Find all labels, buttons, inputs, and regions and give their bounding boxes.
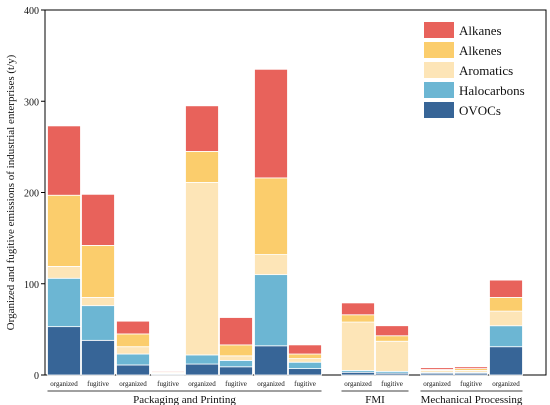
- bar-segment-ovocs: [288, 368, 322, 376]
- bar-segment-alkanes: [454, 366, 488, 370]
- x-category-label: organized: [257, 380, 285, 388]
- bar-segment-alkenes: [489, 297, 523, 312]
- legend-label: Aromatics: [459, 63, 513, 78]
- bar-segment-aromatics: [341, 321, 375, 371]
- bar-segment-aromatics: [116, 346, 150, 355]
- x-category-label: fugitive: [225, 380, 247, 388]
- y-tick-label: 300: [24, 97, 39, 108]
- x-category-label: fugitive: [87, 380, 109, 388]
- legend-label: Alkenes: [459, 43, 502, 58]
- bar-segment-alkenes: [81, 245, 115, 298]
- bar-segment-aromatics: [489, 310, 523, 327]
- bar-segment-halocarbons: [219, 359, 253, 368]
- bar-segment-ovocs: [219, 366, 253, 376]
- bar-segment-ovocs: [185, 363, 219, 376]
- bar-segment-aromatics: [254, 254, 288, 276]
- y-axis-label: Organized and fugitive emissions of indu…: [5, 54, 17, 330]
- bar-segment-halocarbons: [116, 353, 150, 366]
- group-label: FMI: [365, 394, 385, 405]
- x-category-label: fugitive: [460, 380, 482, 388]
- bar-segment-alkanes: [47, 125, 81, 196]
- bar-segment-alkanes: [288, 344, 322, 355]
- bar-segment-alkanes: [185, 105, 219, 152]
- bar-segment-ovocs: [81, 339, 115, 376]
- x-category-label: organized: [423, 380, 451, 388]
- bar-segment-alkanes: [341, 302, 375, 316]
- bar-segment-aromatics: [375, 340, 409, 372]
- legend: Alkanes Alkenes Aromatics Halocarbons OVOCs: [424, 22, 525, 118]
- bar-segment-alkenes: [288, 353, 322, 359]
- bar-segment-halocarbons: [489, 325, 523, 348]
- bar-segment-halocarbons: [288, 361, 322, 370]
- bar-segment-halocarbons: [185, 354, 219, 365]
- legend-label: Alkanes: [459, 23, 502, 38]
- group-label: Packaging and Printing: [133, 394, 236, 405]
- group-labels: Packaging and Printing FMI Mechanical Proc…: [47, 390, 523, 405]
- bar-segment-alkanes: [116, 320, 150, 335]
- bar-segment-aromatics: [288, 358, 322, 363]
- y-tick-label: 0: [34, 371, 39, 382]
- legend-swatch-alkanes: [424, 22, 454, 38]
- bar-segment-alkanes: [219, 317, 253, 346]
- x-category-label: organized: [492, 380, 520, 388]
- bar-segment-ovocs: [254, 345, 288, 376]
- group-label: Mechanical Processing: [421, 394, 523, 405]
- x-category-label: organized: [50, 380, 78, 388]
- legend-swatch-halocarbons: [424, 82, 454, 98]
- bar-segment-alkenes: [185, 151, 219, 183]
- legend-swatch-aromatics: [424, 62, 454, 78]
- bar-segment-alkenes: [116, 333, 150, 348]
- x-category-label: organized: [119, 380, 147, 388]
- bar-segment-ovocs: [489, 346, 523, 376]
- bar-segment-alkanes: [81, 193, 115, 246]
- bar-segment-ovocs: [341, 371, 375, 376]
- bar-segment-alkanes: [254, 68, 288, 179]
- bars: [47, 68, 523, 376]
- bar-segment-alkanes: [151, 370, 185, 373]
- bar-segment-ovocs: [47, 326, 81, 376]
- bar-segment-aromatics: [219, 355, 253, 361]
- bar-segment-ovocs: [116, 364, 150, 376]
- bar-segment-alkenes: [219, 344, 253, 357]
- y-tick-label: 100: [24, 280, 39, 291]
- bar-segment-alkanes: [489, 279, 523, 298]
- x-category-labels: organized fugitive organized fugitive organi…: [50, 380, 520, 388]
- bar-segment-aromatics: [185, 182, 219, 356]
- legend-swatch-ovocs: [424, 102, 454, 118]
- bar-segment-alkenes: [254, 177, 288, 255]
- bar-segment-alkanes: [420, 367, 454, 370]
- x-category-label: fugitive: [157, 380, 179, 388]
- bar-segment-alkenes: [47, 194, 81, 267]
- bar-segment-alkenes: [341, 314, 375, 323]
- bar-segment-halocarbons: [81, 305, 115, 341]
- y-tick-label: 200: [24, 189, 39, 200]
- x-category-label: fugitive: [381, 380, 403, 388]
- bar-segment-halocarbons: [47, 277, 81, 328]
- bar-segment-aromatics: [47, 266, 81, 279]
- legend-label: OVOCs: [459, 103, 501, 118]
- x-category-label: organized: [344, 380, 372, 388]
- bar-segment-aromatics: [81, 297, 115, 307]
- y-tick-label: 400: [24, 6, 39, 17]
- bar-segment-alkenes: [375, 335, 409, 342]
- bar-segment-halocarbons: [254, 274, 288, 347]
- x-category-label: organized: [188, 380, 216, 388]
- x-category-label: fugitive: [294, 380, 316, 388]
- bar-segment-alkanes: [375, 325, 409, 337]
- legend-label: Halocarbons: [459, 83, 525, 98]
- legend-swatch-alkenes: [424, 42, 454, 58]
